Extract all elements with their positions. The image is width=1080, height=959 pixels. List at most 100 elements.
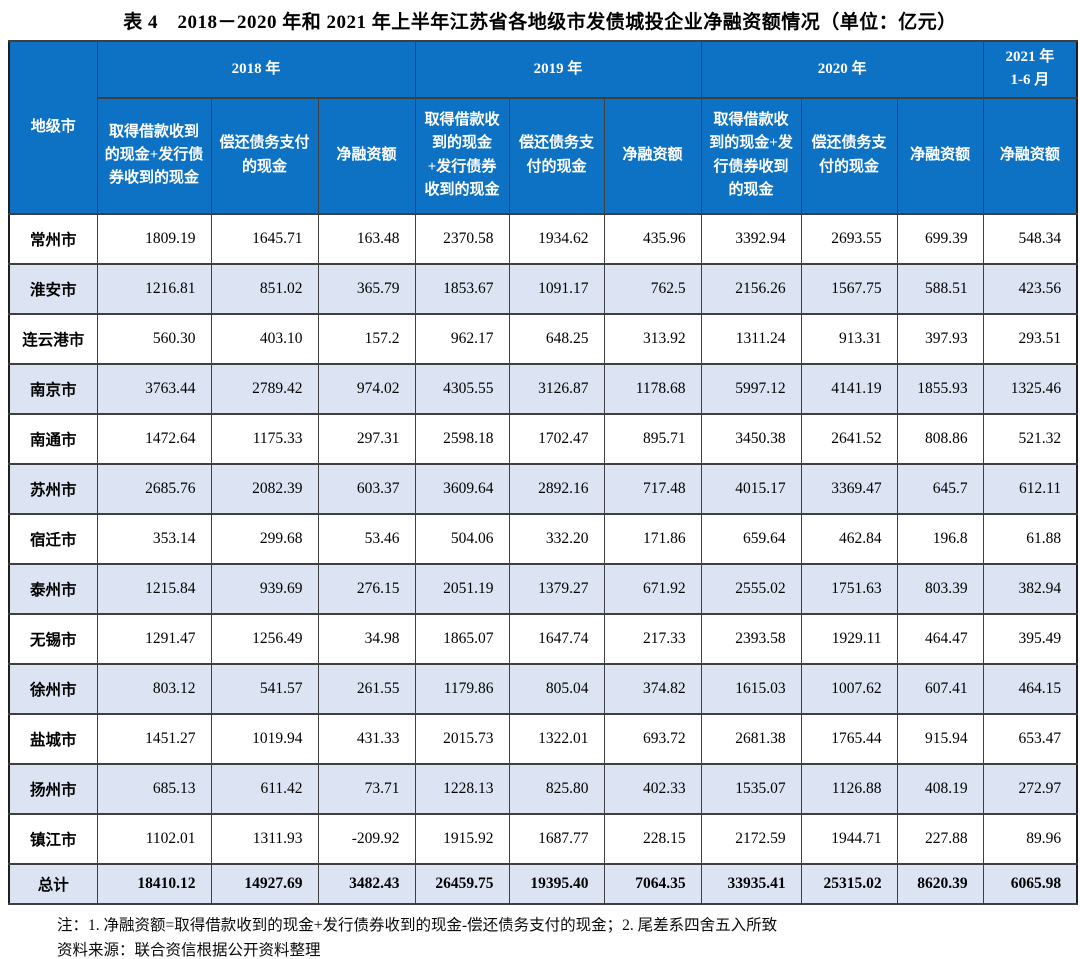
- value-cell: 1179.86: [414, 662, 510, 715]
- year-group-2018: 2018 年: [96, 40, 416, 99]
- value-cell: 408.19: [896, 762, 984, 815]
- value-cell: 1325.46: [982, 362, 1078, 415]
- table-row: 徐州市 803.12 541.57 261.55 1179.86 805.04 374.82…: [8, 662, 1078, 715]
- value-cell: 4305.55: [414, 362, 510, 415]
- value-cell: 227.88: [896, 812, 984, 865]
- value-cell: 26459.75: [414, 862, 510, 905]
- value-cell: 261.55: [317, 662, 416, 715]
- value-cell: 1929.11: [800, 612, 898, 665]
- table-row: 无锡市 1291.47 1256.49 34.98 1865.07 1647.74 217.…: [8, 612, 1078, 665]
- value-cell: 2693.55: [800, 212, 898, 265]
- value-cell: 915.94: [896, 712, 984, 765]
- value-cell: 913.31: [800, 312, 898, 365]
- value-cell: 825.80: [508, 762, 605, 815]
- city-cell: 镇江市: [8, 812, 98, 865]
- value-cell: 374.82: [603, 662, 702, 715]
- value-cell: 14927.69: [210, 862, 319, 905]
- value-cell: 851.02: [210, 262, 319, 315]
- value-cell: 2555.02: [700, 562, 802, 615]
- value-cell: 504.06: [414, 512, 510, 565]
- value-cell: 297.31: [317, 412, 416, 465]
- value-cell: 1751.63: [800, 562, 898, 615]
- value-cell: 276.15: [317, 562, 416, 615]
- value-cell: 397.93: [896, 312, 984, 365]
- value-cell: 73.71: [317, 762, 416, 815]
- value-cell: 659.64: [700, 512, 802, 565]
- header-2018-net: 净融资额: [317, 96, 416, 215]
- value-cell: 685.13: [96, 762, 212, 815]
- value-cell: 403.10: [210, 312, 319, 365]
- value-cell: 548.34: [982, 212, 1078, 265]
- table-header: 地级市 2018 年 2019 年 2020 年 2021 年 1-6 月 取得…: [8, 40, 1078, 215]
- value-cell: 808.86: [896, 412, 984, 465]
- corner-header-cell: 地级市: [8, 40, 98, 215]
- value-cell: 1178.68: [603, 362, 702, 415]
- city-cell: 常州市: [8, 212, 98, 265]
- value-cell: 3392.94: [700, 212, 802, 265]
- value-cell: 89.96: [982, 812, 1078, 865]
- value-cell: 611.42: [210, 762, 319, 815]
- table-row: 淮安市 1216.81 851.02 365.79 1853.67 1091.17 762.…: [8, 262, 1078, 315]
- value-cell: 25315.02: [800, 862, 898, 905]
- value-cell: 171.86: [603, 512, 702, 565]
- value-cell: 6065.98: [982, 862, 1078, 905]
- value-cell: 1091.17: [508, 262, 605, 315]
- value-cell: 1291.47: [96, 612, 212, 665]
- value-cell: 541.57: [210, 662, 319, 715]
- note-line-1: 注：1. 净融资额=取得借款收到的现金+发行债券收到的现金-偿还债务支付的现金；…: [57, 916, 778, 934]
- header-2020-borrow: 取得借款收到的现金+发行债券收到的现金: [700, 96, 802, 215]
- value-cell: 1256.49: [210, 612, 319, 665]
- value-cell: 1472.64: [96, 412, 212, 465]
- value-cell: 1215.84: [96, 562, 212, 615]
- value-cell: 353.14: [96, 512, 212, 565]
- value-cell: 402.33: [603, 762, 702, 815]
- value-cell: 671.92: [603, 562, 702, 615]
- header-sub-row: 取得借款收到的现金+发行债券收到的现金 偿还债务支付的现金 净融资额 取得借款收…: [9, 96, 1078, 215]
- value-cell: 4015.17: [700, 462, 802, 515]
- city-cell: 徐州市: [8, 662, 98, 715]
- value-cell: 653.47: [982, 712, 1078, 765]
- table-row: 泰州市 1215.84 939.69 276.15 2051.19 1379.27 671.…: [8, 562, 1078, 615]
- value-cell: 2156.26: [700, 262, 802, 315]
- value-cell: 464.15: [982, 662, 1078, 715]
- value-cell: 3126.87: [508, 362, 605, 415]
- value-cell: 435.96: [603, 212, 702, 265]
- value-cell: 61.88: [982, 512, 1078, 565]
- city-cell: 宿迁市: [8, 512, 98, 565]
- value-cell: 1311.24: [700, 312, 802, 365]
- table-row: 盐城市 1451.27 1019.94 431.33 2015.73 1322.01 693…: [8, 712, 1078, 765]
- value-cell: 33935.41: [700, 862, 802, 905]
- value-cell: 1007.62: [800, 662, 898, 715]
- value-cell: 1865.07: [414, 612, 510, 665]
- value-cell: 560.30: [96, 312, 212, 365]
- value-cell: 1019.94: [210, 712, 319, 765]
- value-cell: 53.46: [317, 512, 416, 565]
- header-2021-net: 净融资额: [982, 96, 1078, 215]
- value-cell: 1451.27: [96, 712, 212, 765]
- value-cell: 299.68: [210, 512, 319, 565]
- value-cell: 607.41: [896, 662, 984, 715]
- value-cell: 395.49: [982, 612, 1078, 665]
- value-cell: 693.72: [603, 712, 702, 765]
- value-cell: 3763.44: [96, 362, 212, 415]
- value-cell: 464.47: [896, 612, 984, 665]
- value-cell: 19395.40: [508, 862, 605, 905]
- header-2018-borrow: 取得借款收到的现金+发行债券收到的现金: [96, 96, 212, 215]
- value-cell: 2172.59: [700, 812, 802, 865]
- table-row: 南通市 1472.64 1175.33 297.31 2598.18 1702.47 895…: [8, 412, 1078, 465]
- value-cell: 365.79: [317, 262, 416, 315]
- table-row: 南京市 3763.44 2789.42 974.02 4305.55 3126.87 117…: [8, 362, 1078, 415]
- table-row: 常州市 1809.19 1645.71 163.48 2370.58 1934.62 435…: [8, 212, 1078, 265]
- year-group-2019: 2019 年: [414, 40, 702, 99]
- value-cell: 974.02: [317, 362, 416, 415]
- value-cell: 313.92: [603, 312, 702, 365]
- value-cell: 1855.93: [896, 362, 984, 415]
- value-cell: 34.98: [317, 612, 416, 665]
- value-cell: 1915.92: [414, 812, 510, 865]
- value-cell: 1322.01: [508, 712, 605, 765]
- value-cell: 803.12: [96, 662, 212, 715]
- note-line-2: 资料来源：联合资信根据公开资料整理: [57, 942, 321, 959]
- value-cell: 332.20: [508, 512, 605, 565]
- value-cell: 699.39: [896, 212, 984, 265]
- value-cell: 5997.12: [700, 362, 802, 415]
